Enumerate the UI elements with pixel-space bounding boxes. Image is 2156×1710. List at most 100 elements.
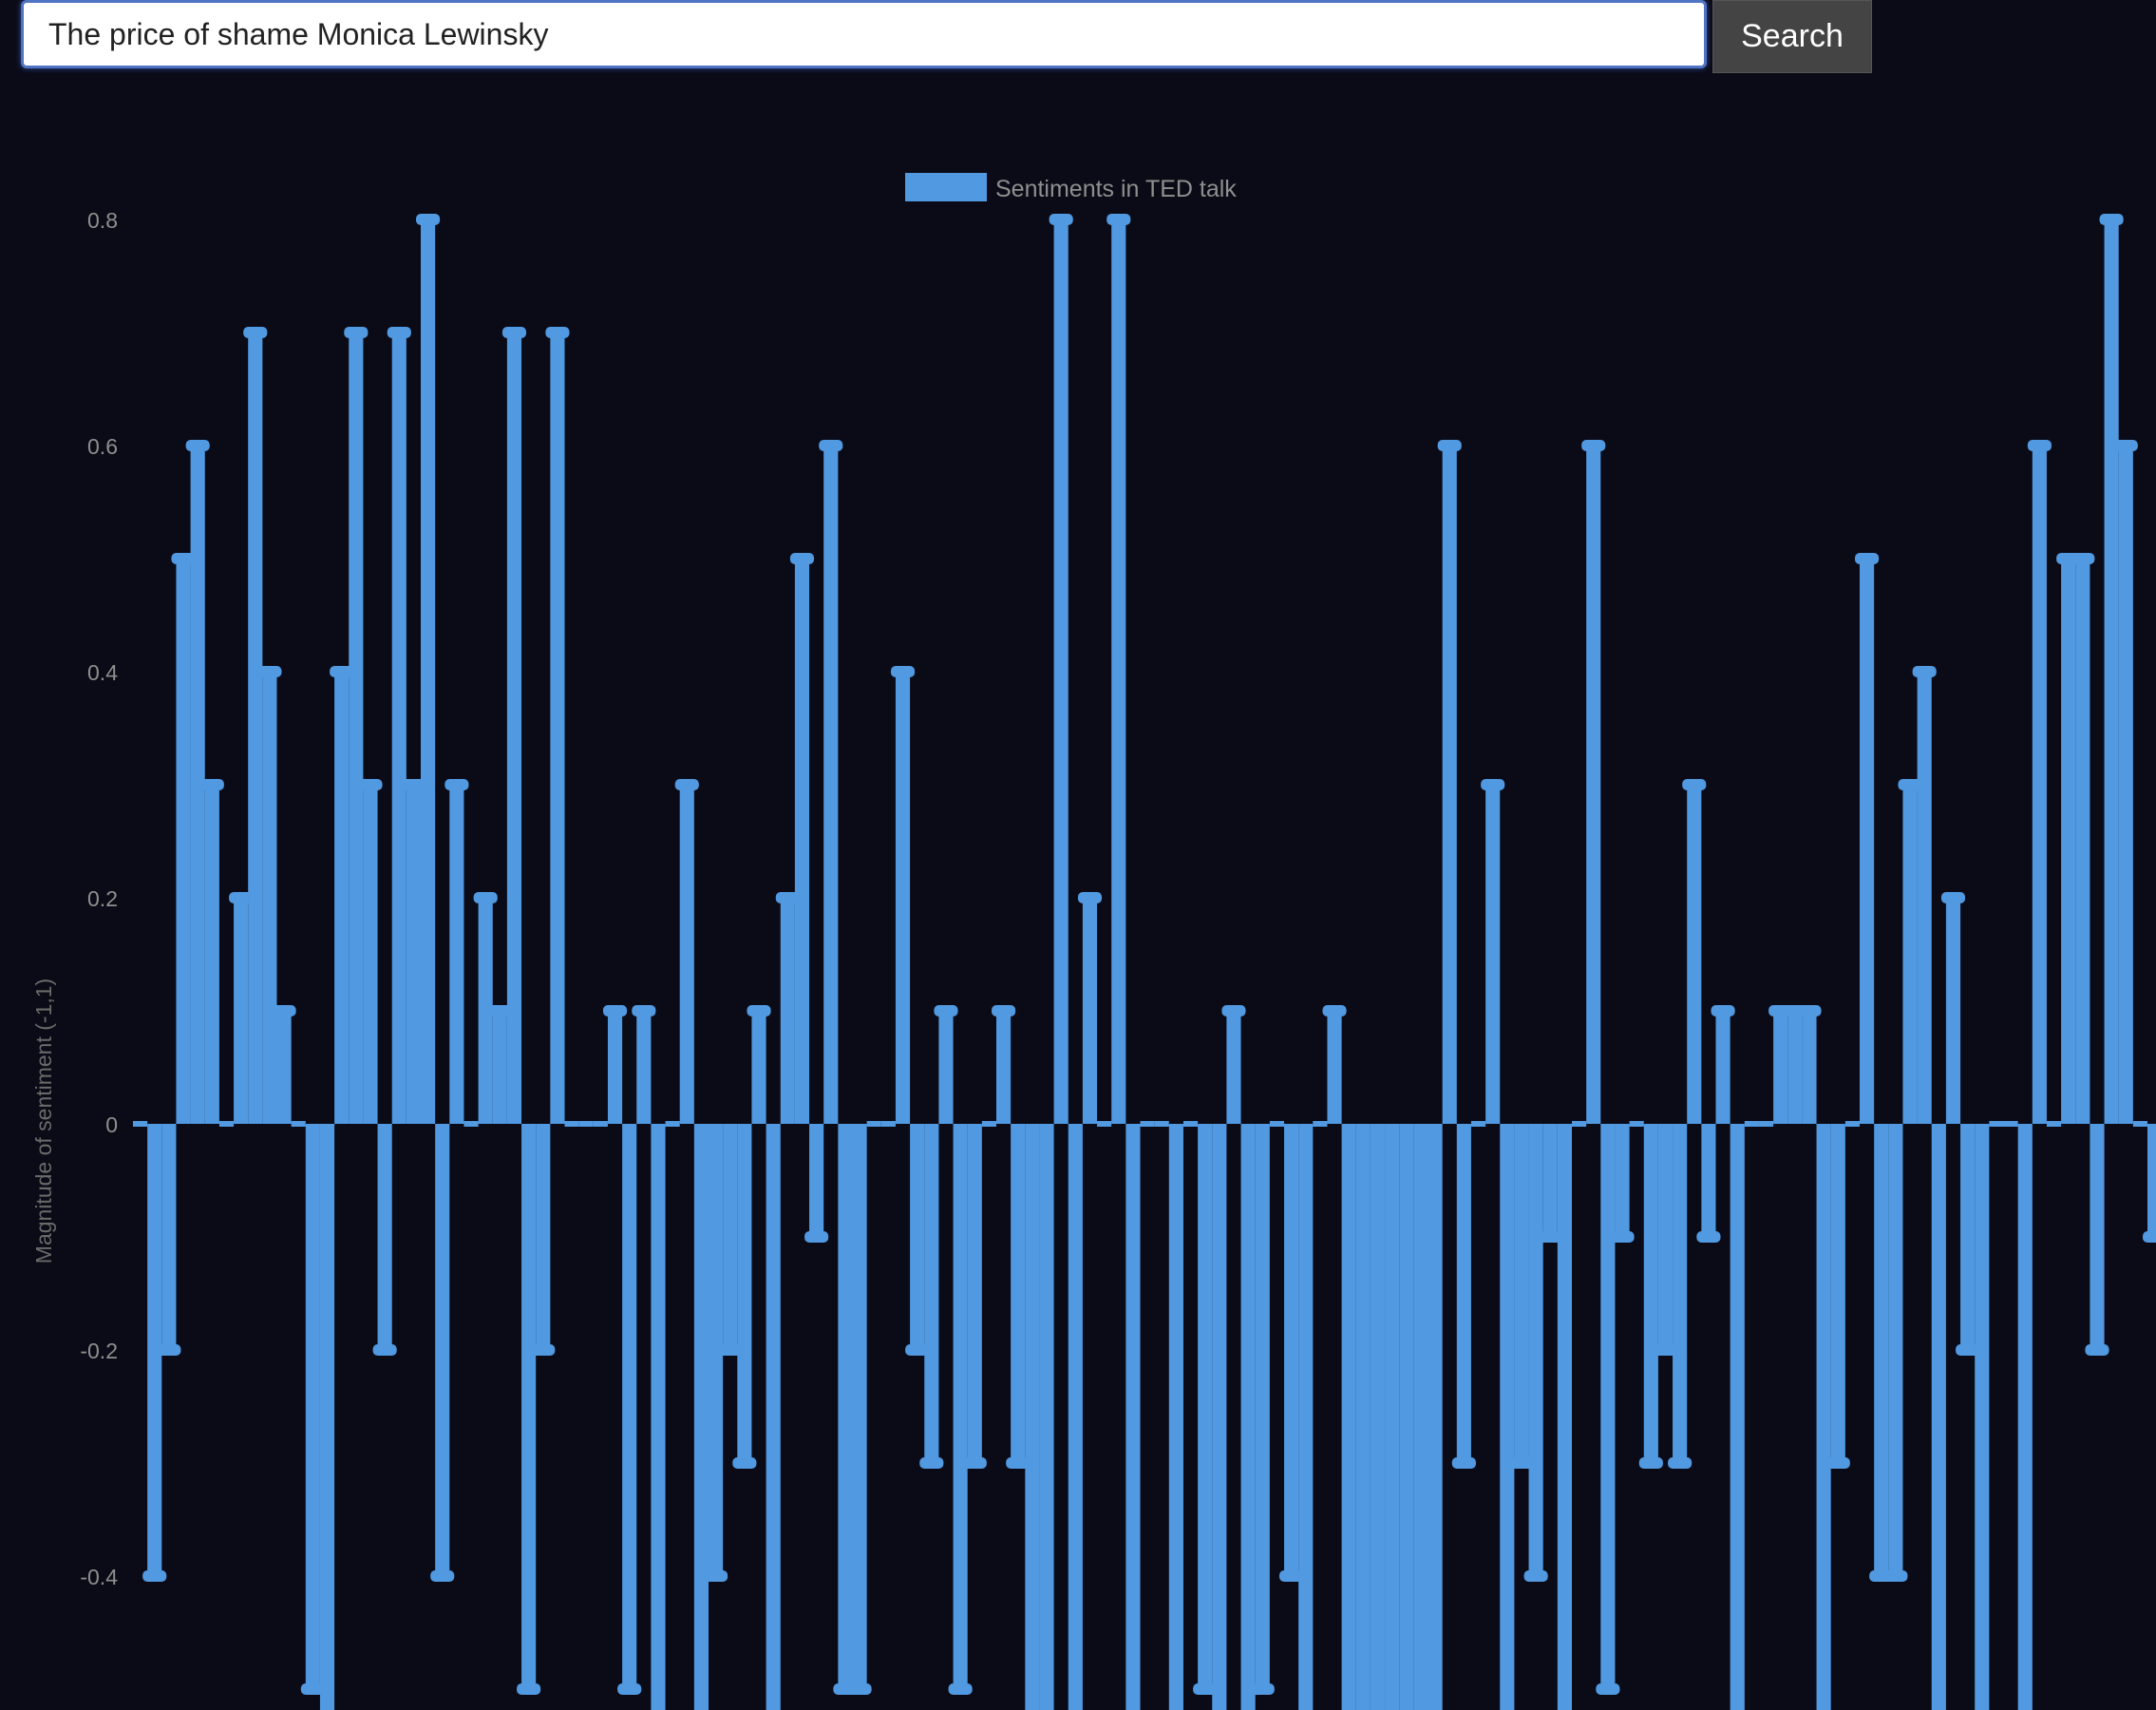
bar-cap — [229, 892, 254, 903]
bar — [1140, 1121, 1155, 1127]
bar — [1255, 1124, 1270, 1689]
bar-cap — [789, 553, 815, 564]
bar-cap — [1250, 1683, 1275, 1695]
bar-cap — [632, 1005, 656, 1016]
y-axis-ticks: 0.8 0.6 0.4 0.2 0 -0.2 -0.4 — [80, 208, 118, 1589]
bar — [709, 1124, 724, 1576]
bar — [1802, 1011, 1817, 1124]
bar — [981, 1121, 996, 1127]
bar — [1399, 1124, 1414, 1710]
bar — [262, 672, 277, 1124]
bar — [2017, 1124, 2033, 1710]
bar — [1341, 1124, 1356, 1710]
bar-cap — [1956, 1344, 1980, 1356]
bar — [1154, 1121, 1169, 1127]
bar-cap — [747, 1005, 771, 1016]
bar — [2104, 219, 2119, 1124]
bar — [2132, 1121, 2147, 1127]
bar-cap — [2071, 553, 2095, 564]
y-tick-label: 0.8 — [87, 208, 118, 233]
bar — [1830, 1124, 1845, 1463]
bar-cap — [545, 327, 570, 338]
y-tick-label: -0.4 — [80, 1565, 118, 1589]
bar — [204, 785, 219, 1124]
chart-legend: Sentiments in TED talk — [905, 173, 1237, 202]
bar — [305, 1124, 320, 1689]
bar-cap — [934, 1005, 958, 1016]
bar-cap — [2085, 1344, 2109, 1356]
bar — [2032, 446, 2047, 1124]
bar-cap — [1638, 1457, 1663, 1469]
bar — [636, 1011, 652, 1124]
bar-cap — [1653, 1344, 1678, 1356]
bar — [1917, 672, 1932, 1124]
bar — [1715, 1011, 1730, 1124]
bar — [161, 1124, 177, 1350]
bar — [248, 332, 263, 1124]
bar — [823, 446, 839, 1124]
bar — [536, 1124, 551, 1350]
legend-label: Sentiments in TED talk — [995, 176, 1237, 202]
bar-cap — [272, 1005, 296, 1016]
bar-cap — [1077, 892, 1103, 903]
bar — [377, 1124, 392, 1350]
y-tick-label: 0.6 — [87, 434, 118, 459]
bar — [1456, 1124, 1471, 1463]
bar — [1975, 1124, 1990, 1710]
bar — [478, 898, 493, 1124]
bar-cap — [185, 440, 210, 451]
bar — [2075, 559, 2090, 1124]
bar-cap — [358, 779, 383, 790]
bar-cap — [602, 1005, 628, 1016]
search-input[interactable] — [21, 0, 1707, 68]
bar — [910, 1124, 925, 1350]
bar — [852, 1124, 867, 1689]
bar — [838, 1124, 853, 1689]
bar — [391, 332, 407, 1124]
bar — [665, 1121, 680, 1127]
search-button[interactable]: Search — [1712, 0, 1872, 73]
bar-cap — [819, 440, 843, 451]
bar — [550, 332, 565, 1124]
bar-cap — [1193, 1683, 1218, 1695]
bar — [349, 332, 364, 1124]
bar — [1744, 1121, 1759, 1127]
bar-cap — [1322, 1005, 1347, 1016]
bar-cap — [718, 1344, 743, 1356]
bar-cap — [1940, 892, 1966, 903]
bar — [406, 785, 421, 1124]
bar-cap — [1279, 1570, 1304, 1582]
bar — [190, 446, 205, 1124]
bar — [1327, 1011, 1342, 1124]
bar-series — [133, 214, 2156, 1710]
bar — [1082, 898, 1098, 1124]
bar — [967, 1124, 982, 1463]
bar — [866, 1121, 881, 1127]
bar-cap — [617, 1683, 642, 1695]
bar — [1125, 1124, 1141, 1710]
bar — [1945, 898, 1961, 1124]
bar — [1816, 1124, 1831, 1710]
bar — [1370, 1124, 1386, 1710]
bar-cap — [1437, 440, 1462, 451]
bar — [2090, 1124, 2105, 1350]
bar — [1572, 1121, 1587, 1127]
bar-cap — [732, 1457, 757, 1469]
bar-cap — [1221, 1005, 1246, 1016]
bar — [421, 219, 436, 1124]
bar — [1643, 1124, 1658, 1463]
bar — [1615, 1124, 1630, 1237]
bar — [1428, 1124, 1443, 1710]
bar — [1413, 1124, 1428, 1710]
bar — [780, 898, 795, 1124]
bar — [1485, 785, 1501, 1124]
bar-cap — [804, 1231, 829, 1243]
bar — [1557, 1124, 1572, 1710]
bar — [2046, 1121, 2062, 1127]
bar — [133, 1121, 148, 1127]
bar-cap — [1898, 779, 1922, 790]
bar — [996, 1011, 1012, 1124]
bar — [1758, 1121, 1774, 1127]
bar-cap — [473, 892, 498, 903]
bar-cap — [387, 327, 411, 338]
